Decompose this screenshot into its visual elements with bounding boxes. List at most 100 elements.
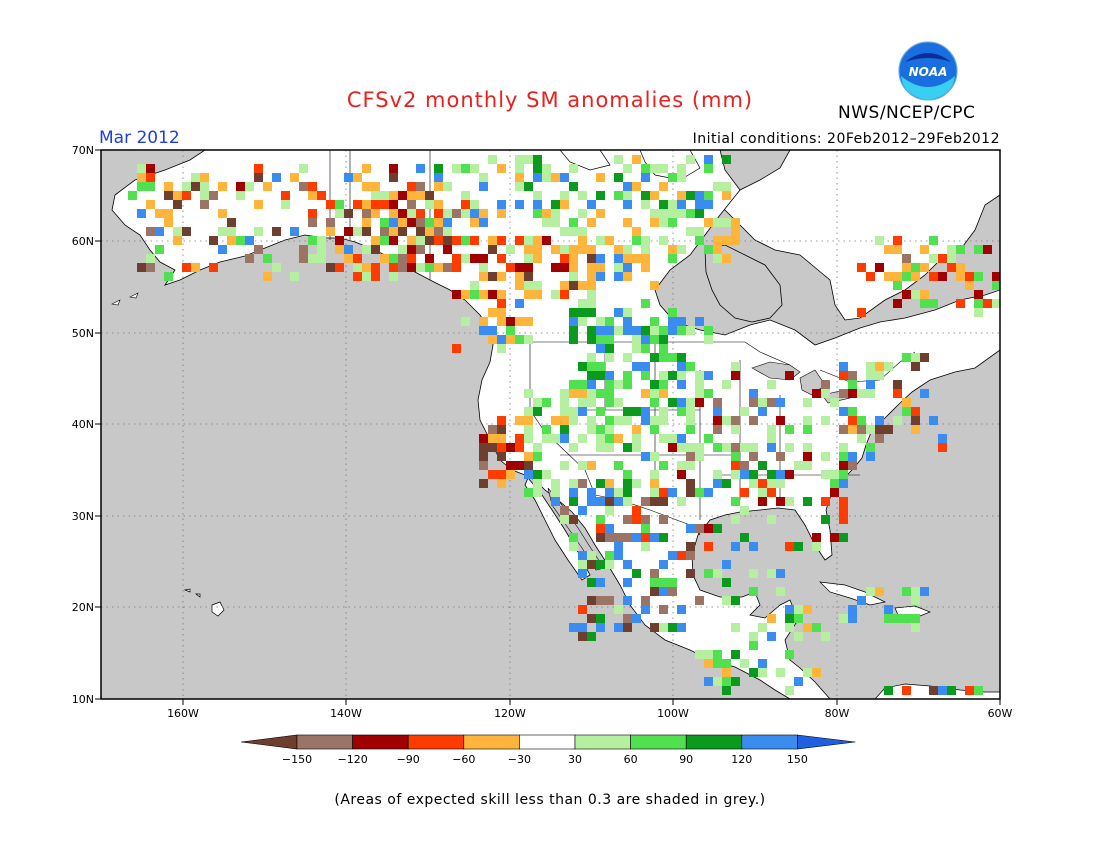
anomaly-cell: [587, 299, 596, 308]
anomaly-cell: [758, 407, 767, 416]
anomaly-cell: [353, 227, 362, 236]
anomaly-cell: [659, 380, 668, 389]
anomaly-cell: [605, 443, 614, 452]
anomaly-cell: [596, 254, 605, 263]
anomaly-cell: [578, 632, 587, 641]
anomaly-cell: [380, 254, 389, 263]
anomaly-cell: [587, 578, 596, 587]
anomaly-cell: [191, 263, 200, 272]
anomaly-cell: [821, 497, 830, 506]
anomaly-cell: [551, 173, 560, 182]
anomaly-cell: [911, 425, 920, 434]
anomaly-cell: [839, 389, 848, 398]
hawaii-islands: [183, 588, 225, 617]
anomaly-cell: [389, 200, 398, 209]
anomaly-cell: [830, 398, 839, 407]
lon-label: 60W: [988, 707, 1013, 720]
anomaly-cell: [596, 173, 605, 182]
anomaly-cell: [587, 380, 596, 389]
anomaly-cell: [713, 407, 722, 416]
anomaly-cell: [389, 254, 398, 263]
legend-swatch: [630, 734, 687, 750]
logo-text: NOAA: [909, 65, 948, 79]
anomaly-cell: [659, 560, 668, 569]
anomaly-cell: [830, 488, 839, 497]
anomaly-cell: [731, 362, 740, 371]
anomaly-cell: [776, 569, 785, 578]
anomaly-cell: [497, 470, 506, 479]
anomaly-cell: [677, 470, 686, 479]
anomaly-cell: [578, 623, 587, 632]
anomaly-cell: [389, 236, 398, 245]
anomaly-cell: [137, 263, 146, 272]
anomaly-cell: [605, 236, 614, 245]
legend-swatch: [685, 734, 743, 750]
anomaly-cell: [659, 497, 668, 506]
anomaly-cell: [704, 650, 713, 659]
anomaly-cell: [659, 461, 668, 470]
legend-tick-label: 60: [624, 753, 638, 766]
anomaly-cell: [758, 497, 767, 506]
anomaly-cell: [641, 533, 650, 542]
anomaly-cell: [668, 245, 677, 254]
anomaly-cell: [632, 254, 641, 263]
anomaly-cell: [452, 254, 461, 263]
anomaly-cell: [461, 254, 470, 263]
anomaly-cell: [677, 191, 686, 200]
anomaly-cell: [749, 569, 758, 578]
anomaly-cell: [866, 272, 875, 281]
anomaly-cell: [875, 371, 884, 380]
anomaly-cell: [740, 470, 749, 479]
anomaly-cell: [902, 587, 911, 596]
anomaly-cell: [551, 479, 560, 488]
anomaly-cell: [767, 443, 776, 452]
anomaly-cell: [947, 245, 956, 254]
anomaly-cell: [560, 461, 569, 470]
anomaly-cell: [560, 245, 569, 254]
anomaly-cell: [623, 515, 632, 524]
anomaly-cell: [641, 173, 650, 182]
anomaly-cell: [677, 164, 686, 173]
color-legend: −150 −120 −90 −60 −30 30 60 90 120 150: [240, 734, 856, 766]
anomaly-cell: [506, 263, 515, 272]
anomaly-cell: [713, 398, 722, 407]
anomaly-cell: [533, 452, 542, 461]
anomaly-cell: [677, 209, 686, 218]
anomaly-cell: [335, 236, 344, 245]
anomaly-cell: [623, 380, 632, 389]
anomaly-cell: [416, 218, 425, 227]
anomaly-cell: [470, 164, 479, 173]
anomaly-cell: [722, 668, 731, 677]
anomaly-cell: [551, 290, 560, 299]
anomaly-cell: [857, 596, 866, 605]
anomaly-cell: [407, 218, 416, 227]
anomaly-cell: [587, 416, 596, 425]
anomaly-cell: [443, 218, 452, 227]
lat-label: 30N: [72, 510, 94, 523]
anomaly-cell: [398, 191, 407, 200]
anomaly-cell: [578, 461, 587, 470]
anomaly-cell: [785, 470, 794, 479]
anomaly-cell: [578, 389, 587, 398]
anomaly-cell: [686, 362, 695, 371]
anomaly-cell: [659, 344, 668, 353]
anomaly-cell: [713, 182, 722, 191]
anomaly-cell: [173, 236, 182, 245]
anomaly-cell: [416, 245, 425, 254]
anomaly-cell: [614, 326, 623, 335]
anomaly-cell: [578, 245, 587, 254]
anomaly-cell: [965, 281, 974, 290]
anomaly-cell: [605, 416, 614, 425]
anomaly-cell: [839, 443, 848, 452]
anomaly-cell: [857, 434, 866, 443]
anomaly-cell: [938, 434, 947, 443]
anomaly-cell: [551, 209, 560, 218]
anomaly-cell: [641, 263, 650, 272]
anomaly-cell: [560, 434, 569, 443]
anomaly-cell: [839, 362, 848, 371]
anomaly-cell: [560, 173, 569, 182]
anomaly-cell: [623, 470, 632, 479]
anomaly-cell: [641, 371, 650, 380]
anomaly-cell: [497, 434, 506, 443]
anomaly-cell: [173, 227, 182, 236]
